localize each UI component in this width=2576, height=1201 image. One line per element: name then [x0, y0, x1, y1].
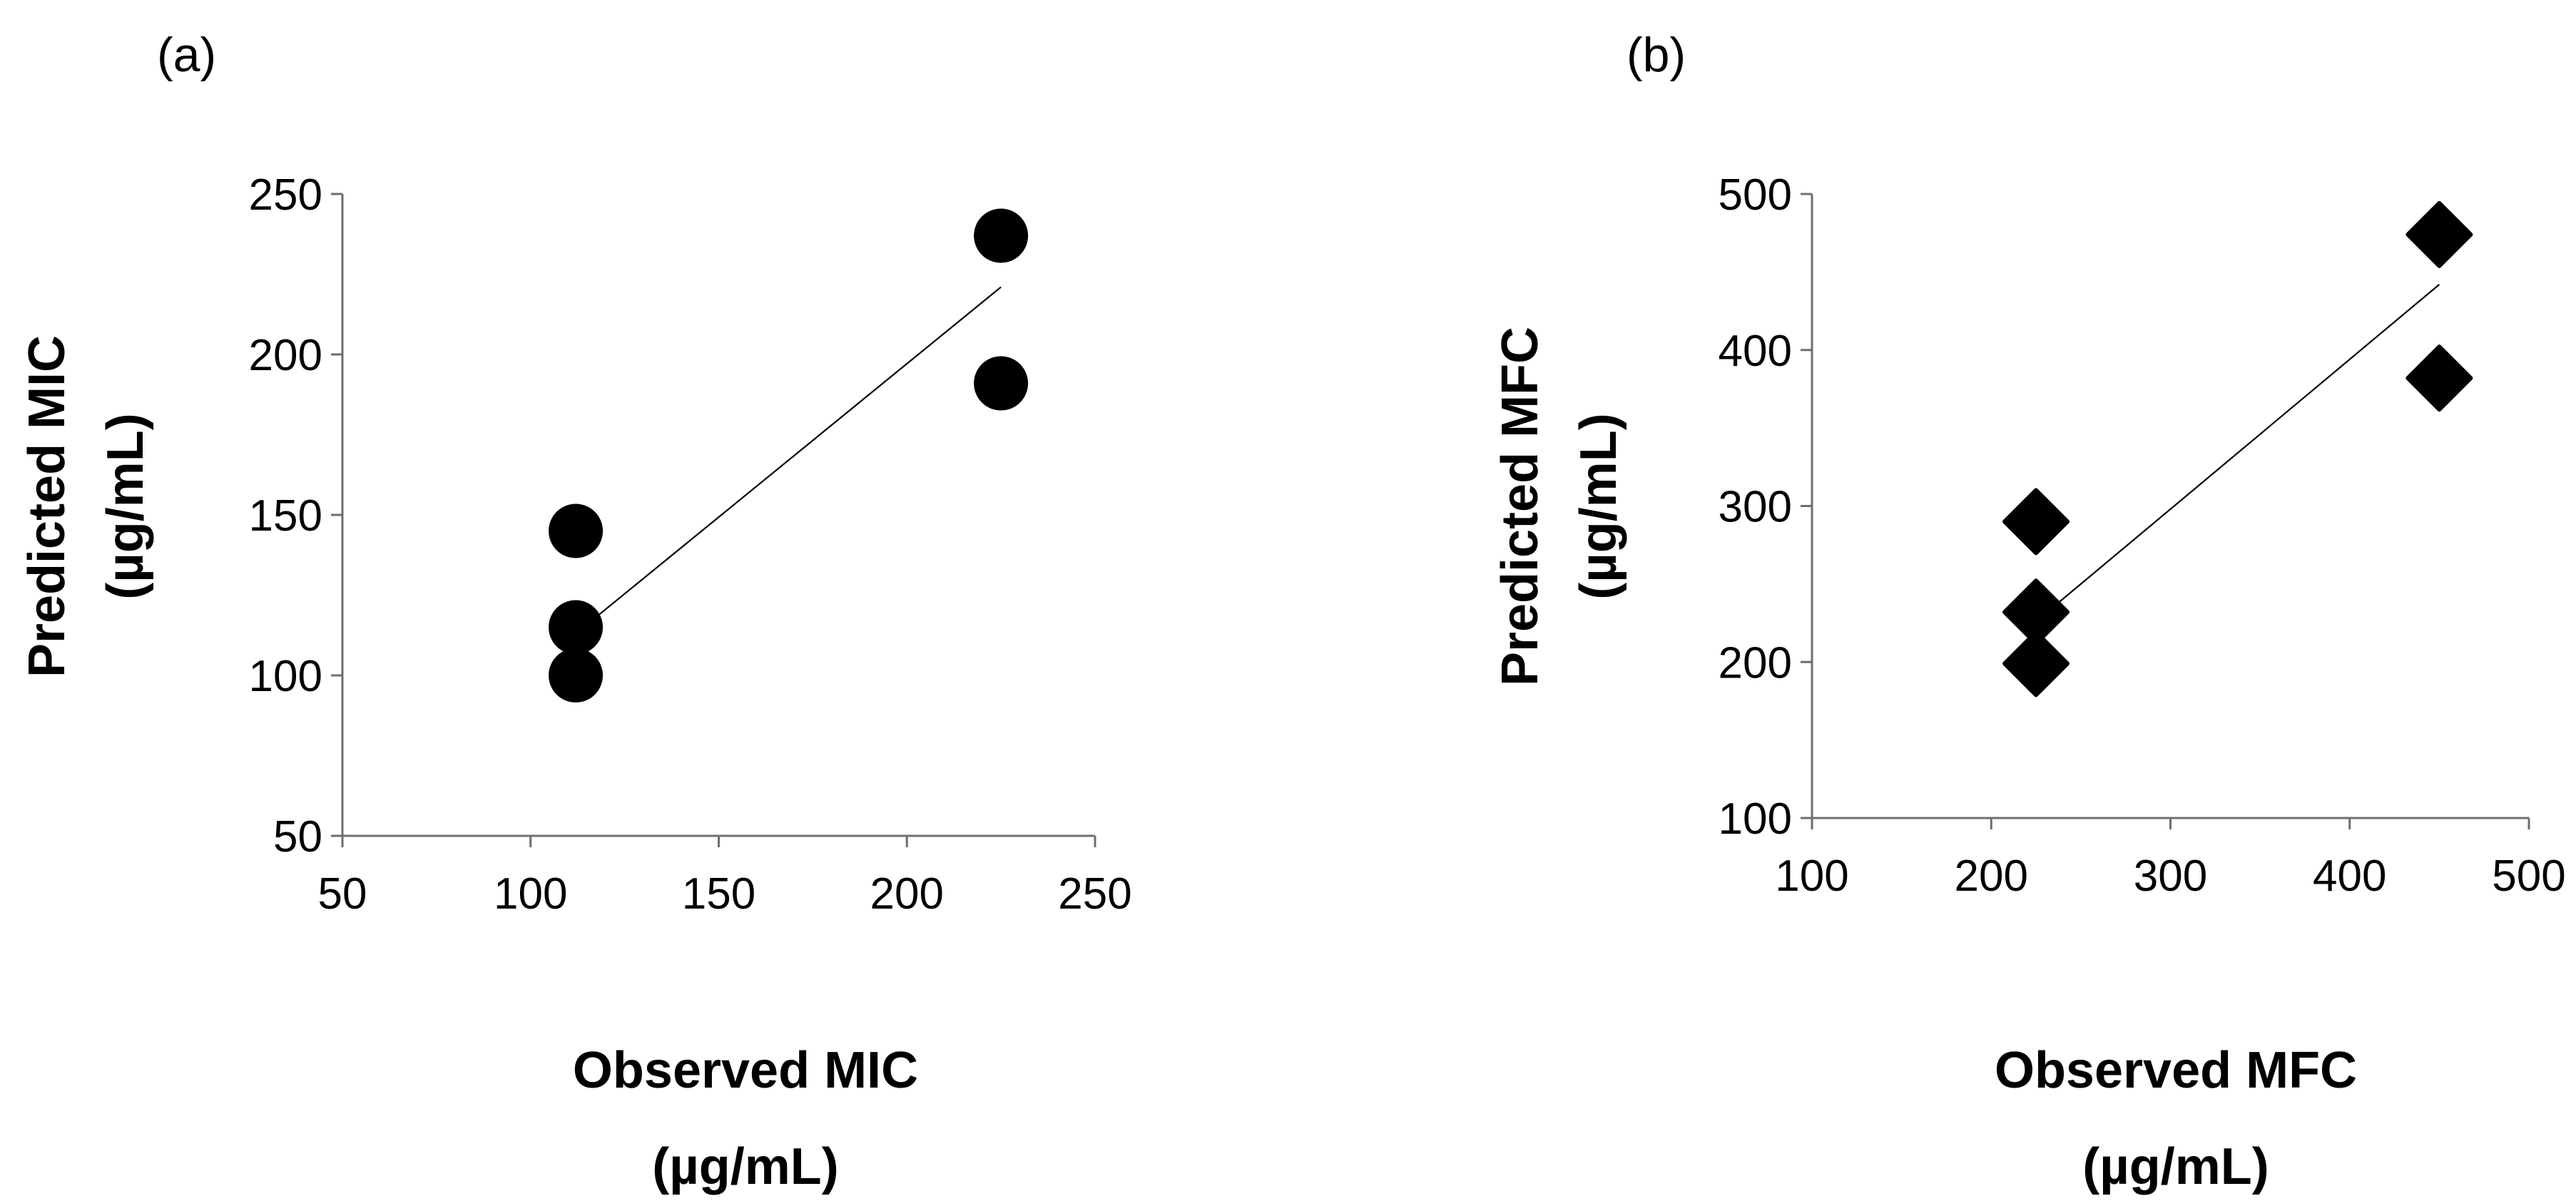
panel-a-x-tick-label: 150	[682, 869, 755, 919]
panel-b-x-tick-label: 500	[2492, 852, 2565, 901]
panel-b-x-tick-label: 300	[2134, 852, 2207, 901]
panel-b-data-point	[2406, 200, 2473, 268]
panel-a-data-point	[549, 504, 604, 558]
panel-b-chart: (b) Predicted MFC (µg/mL) Observed MFC (…	[1492, 28, 2566, 1195]
panel-b-data-point	[2002, 630, 2070, 697]
panel-b-trendline	[2035, 284, 2440, 623]
panel-b-y-tick-label: 300	[1719, 483, 1792, 532]
panel-a-y-tick-label: 200	[249, 331, 322, 380]
panel-b-y-tick-label: 100	[1719, 794, 1792, 844]
panel-a-x-axis-title-line2: (µg/mL)	[652, 1138, 838, 1195]
panel-a-label: (a)	[157, 28, 216, 82]
panel-b-data-point	[2406, 344, 2473, 412]
panel-b-x-axis-title-line1: Observed MFC	[1995, 1042, 2357, 1099]
panel-a-data-point	[974, 208, 1029, 263]
panel-b-y-tick-label: 200	[1719, 638, 1792, 688]
panel-a-x-tick-label: 100	[494, 869, 567, 919]
panel-b-label: (b)	[1626, 28, 1686, 82]
panel-a-x-tick-label: 200	[870, 869, 944, 919]
panel-a-y-tick-label: 250	[249, 170, 322, 220]
panel-a-y-tick-label: 100	[249, 652, 322, 701]
panel-a-data-point	[549, 600, 604, 655]
panel-a-data-point	[974, 356, 1029, 411]
panel-b-y-tick-label: 400	[1719, 327, 1792, 376]
panel-a-y-axis-title-line2: (µg/mL)	[97, 413, 154, 599]
panel-a-y-axis-title-line1: Predicted MIC	[19, 335, 76, 678]
panel-a-data-point	[549, 648, 604, 702]
panel-a-x-axis-title-line1: Observed MIC	[573, 1042, 918, 1099]
panel-a-x-tick-label: 250	[1058, 869, 1131, 919]
panel-b-x-tick-label: 200	[1955, 852, 2028, 901]
panel-b-x-axis-title-line2: (µg/mL)	[2082, 1138, 2269, 1195]
panel-b-data-point	[2002, 488, 2070, 556]
panel-a-y-tick-label: 150	[249, 491, 322, 541]
panel-b-y-tick-label: 500	[1719, 170, 1792, 220]
panel-a-x-tick-label: 50	[318, 869, 367, 919]
panel-b-x-tick-label: 100	[1775, 852, 1848, 901]
panel-a-trendline	[575, 286, 1002, 635]
panel-b-y-axis-title-line1: Predicted MFC	[1492, 327, 1549, 686]
panel-a-chart: (a) Predicted MIC (µg/mL) Observed MIC (…	[19, 28, 1132, 1195]
panel-b-y-axis-title-line2: (µg/mL)	[1570, 413, 1627, 599]
panel-a-y-tick-label: 50	[273, 812, 322, 862]
panel-b-x-tick-label: 400	[2313, 852, 2386, 901]
